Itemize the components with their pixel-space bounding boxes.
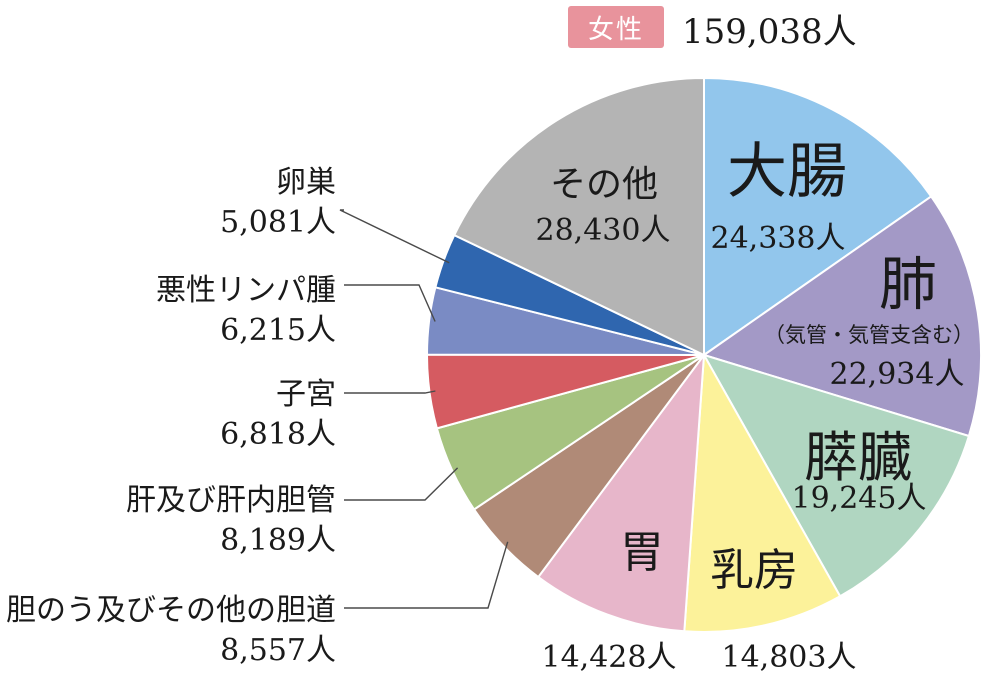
slice-label-4: 胃: [620, 527, 664, 578]
value-label-2: 19,245人: [792, 481, 927, 516]
pie-slice-4: [536, 351, 706, 633]
outside-label-8: 悪性リンパ腫: [156, 273, 336, 308]
slice-label-2: 膵臓: [804, 426, 912, 489]
value-label-1: 22,934人: [830, 357, 965, 392]
slice-label-1: 肺: [879, 250, 937, 318]
pie-slice-2: [701, 353, 971, 598]
outside-value-8: 6,215人: [220, 313, 336, 348]
outside-value-7: 6,818人: [220, 417, 336, 452]
pie-slice-0: [703, 76, 933, 357]
outside-label-7: 子宮: [276, 377, 336, 412]
outside-value-9: 5,081人: [220, 205, 336, 240]
slice-sublabel-1: （気管・気管支含む）: [764, 323, 974, 347]
pie-slice-3: [683, 351, 842, 633]
leader-line-9: [339, 209, 450, 264]
slice-label-0: 大腸: [727, 137, 847, 207]
pie-slice-10: [452, 76, 705, 357]
leader-line-7: [344, 390, 436, 394]
leader-line-8: [344, 284, 436, 322]
value-label-0: 24,338人: [711, 221, 846, 256]
outside-value-5: 8,557人: [220, 633, 336, 668]
outside-label-9: 卵巣: [276, 165, 336, 200]
slice-label-3: 乳房: [710, 545, 798, 596]
value-label-3: 14,803人: [722, 640, 857, 675]
total-count: 159,038人: [682, 12, 857, 52]
value-label-4: 14,428人: [542, 640, 677, 675]
outside-label-5: 胆のう及びその他の胆道: [6, 593, 336, 628]
leader-line-5: [344, 541, 509, 609]
value-label-10: 28,430人: [536, 213, 671, 248]
slice-label-10: その他: [550, 164, 658, 205]
outside-label-6: 肝及び肝内胆管: [126, 483, 336, 518]
leader-line-6: [344, 467, 459, 501]
outside-value-6: 8,189人: [220, 523, 336, 558]
gender-badge: 女性: [568, 6, 664, 48]
